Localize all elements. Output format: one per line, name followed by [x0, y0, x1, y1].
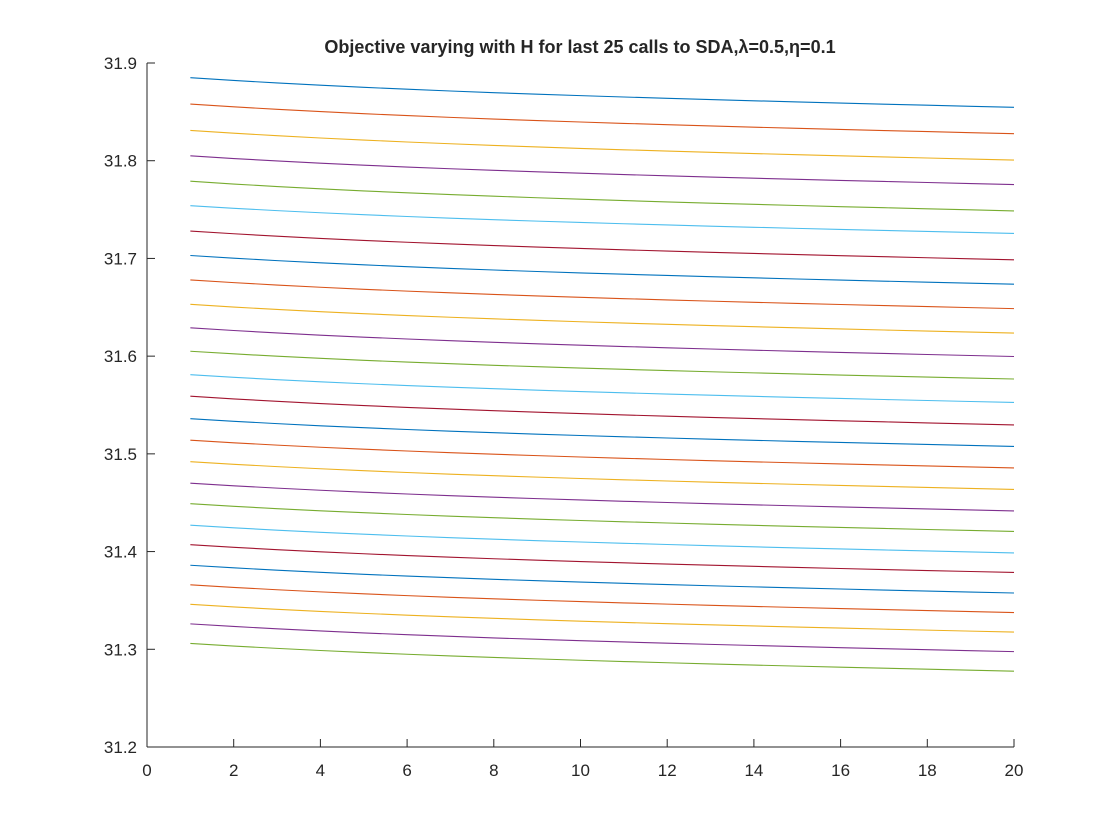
x-tick-label: 4	[316, 761, 325, 780]
y-tick-label: 31.9	[104, 54, 137, 73]
series-line-8	[190, 254, 1015, 285]
x-tick-label: 10	[571, 761, 590, 780]
series-line-7	[190, 230, 1015, 261]
series-line-12	[190, 350, 1015, 380]
x-tick-label: 16	[831, 761, 850, 780]
y-tick-label: 31.8	[104, 152, 137, 171]
series-line-9	[190, 279, 1015, 310]
series-line-11	[190, 327, 1015, 358]
series-line-2	[190, 103, 1015, 135]
series-line-6	[190, 205, 1015, 234]
series-line-5	[190, 180, 1015, 212]
series-line-22	[190, 564, 1015, 594]
series-line-21	[190, 544, 1015, 574]
series-line-1	[190, 77, 1015, 108]
x-tick-label: 8	[489, 761, 498, 780]
series-line-16	[190, 439, 1015, 469]
series-line-23	[190, 584, 1015, 614]
series-line-10	[190, 303, 1015, 334]
series-line-17	[190, 461, 1015, 490]
x-tick-label: 6	[402, 761, 411, 780]
x-tick-label: 12	[658, 761, 677, 780]
y-tick-label: 31.3	[104, 640, 137, 659]
series-line-26	[190, 642, 1015, 672]
y-tick-label: 31.5	[104, 445, 137, 464]
series-line-14	[190, 395, 1015, 426]
chart-title: Objective varying with H for last 25 cal…	[324, 37, 835, 57]
series-line-3	[190, 129, 1015, 161]
y-tick-label: 31.2	[104, 738, 137, 757]
x-tick-label: 18	[918, 761, 937, 780]
series-line-13	[190, 374, 1015, 403]
series-line-24	[190, 603, 1015, 633]
x-tick-label: 20	[1005, 761, 1024, 780]
plot-area: 0 2 4 6 8 10 12 14 16 18 20 31.2 31.3 31.4 31.5 31.6 31.…	[104, 54, 1024, 780]
x-tick-label: 2	[229, 761, 238, 780]
x-tick-label: 14	[744, 761, 763, 780]
series-line-18	[190, 482, 1015, 512]
series-line-15	[190, 418, 1015, 447]
y-tick-label: 31.7	[104, 249, 137, 268]
y-tick-label: 31.4	[104, 543, 137, 562]
series-line-19	[190, 503, 1015, 532]
series-line-20	[190, 524, 1015, 554]
series-line-25	[190, 623, 1015, 653]
series-line-4	[190, 155, 1015, 186]
y-tick-label: 31.6	[104, 347, 137, 366]
x-tick-label: 0	[142, 761, 151, 780]
